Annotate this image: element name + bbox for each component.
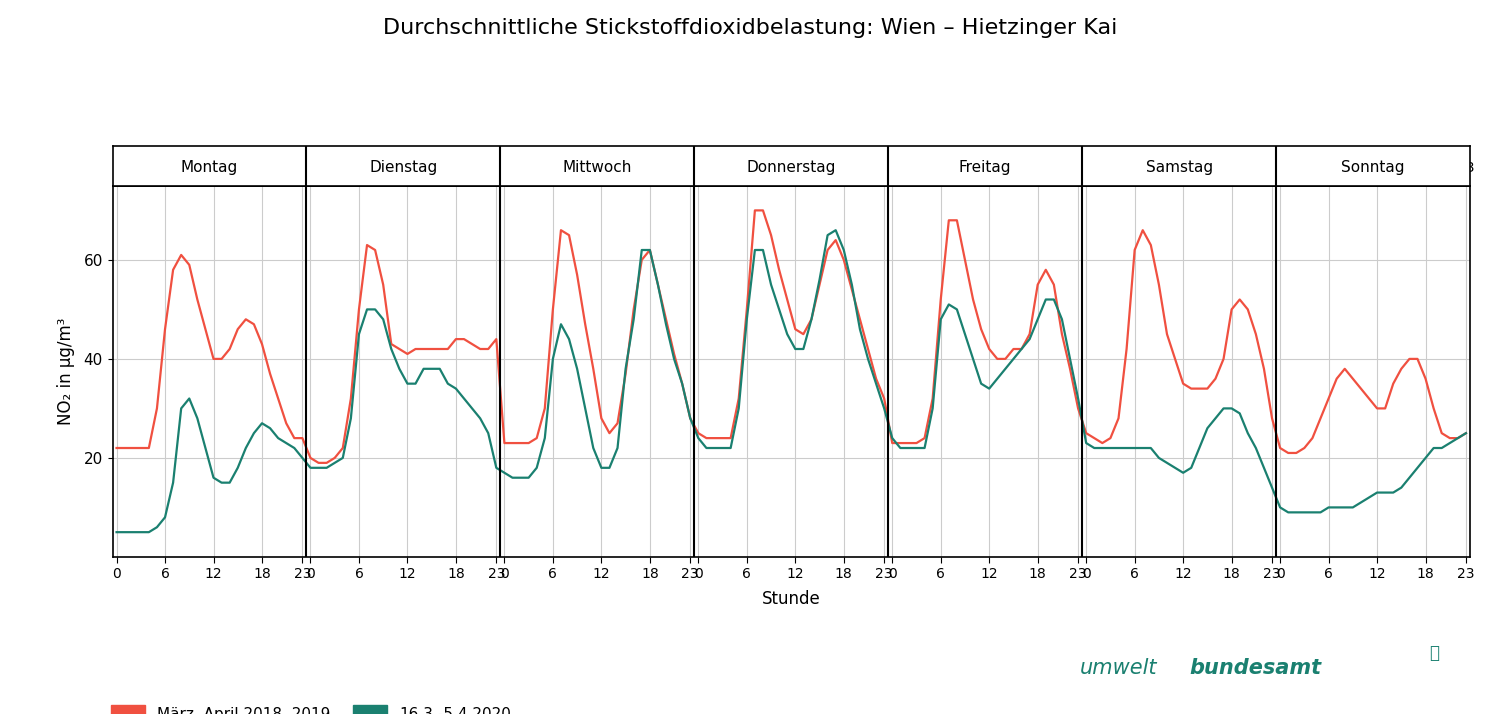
Text: Ⓤ: Ⓤ — [1430, 644, 1438, 663]
Text: Montag: Montag — [182, 161, 238, 176]
Text: Dienstag: Dienstag — [369, 161, 438, 176]
X-axis label: Stunde: Stunde — [762, 590, 820, 608]
Text: bundesamt: bundesamt — [1190, 658, 1322, 678]
Text: Donnerstag: Donnerstag — [747, 161, 836, 176]
Y-axis label: NO₂ in μg/m³: NO₂ in μg/m³ — [57, 318, 75, 425]
Text: Freitag: Freitag — [958, 161, 1011, 176]
Text: Sonntag: Sonntag — [1341, 161, 1406, 176]
Text: Samstag: Samstag — [1146, 161, 1212, 176]
Text: Durchschnittliche Stickstoffdioxidbelastung: Wien – Hietzinger Kai: Durchschnittliche Stickstoffdioxidbelast… — [382, 18, 1118, 38]
Legend: März, April 2018, 2019, 16.3.-5.4.2020: März, April 2018, 2019, 16.3.-5.4.2020 — [106, 700, 516, 714]
Text: umwelt: umwelt — [1080, 658, 1158, 678]
Text: Mittwoch: Mittwoch — [562, 161, 632, 176]
